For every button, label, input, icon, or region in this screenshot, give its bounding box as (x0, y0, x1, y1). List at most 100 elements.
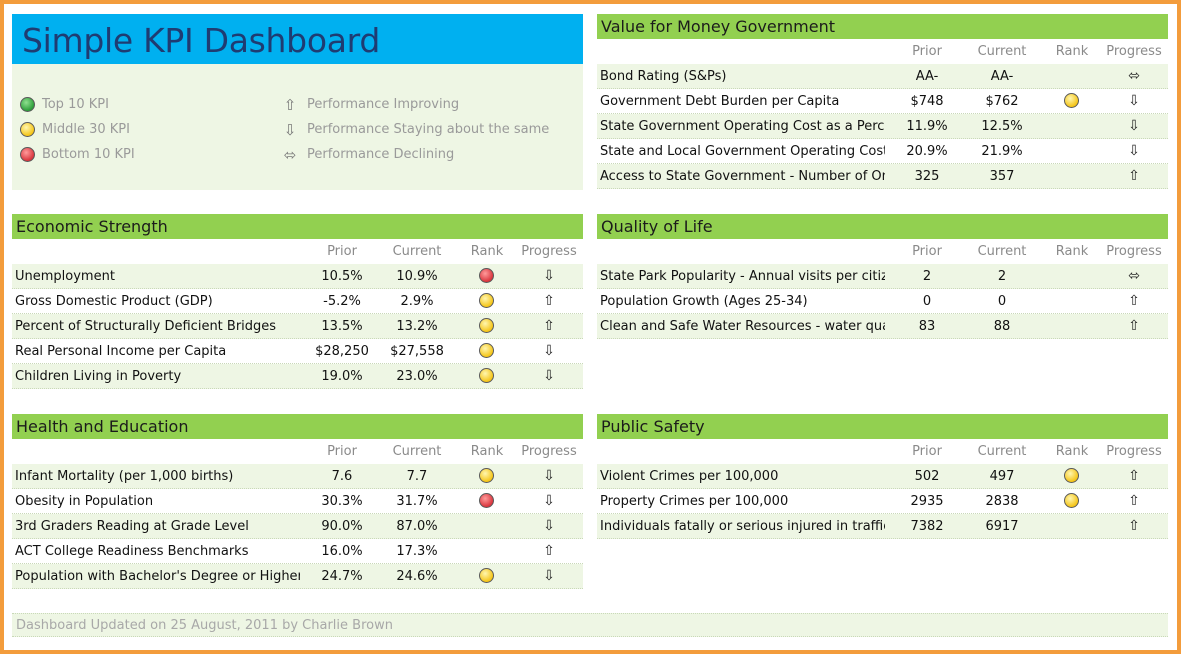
col-rank-header: Rank (1055, 244, 1089, 259)
kpi-rank (452, 343, 522, 359)
legend-same-label: Performance Staying about the same (307, 122, 550, 137)
progress-arrow-icon: ⇧ (1128, 468, 1140, 484)
kpi-current: 497 (989, 469, 1015, 484)
kpi-prior: 2 (922, 269, 932, 284)
kpi-row: Obesity in Population 30.3% 31.7% ⇩ (12, 489, 583, 514)
kpi-rank (1037, 268, 1107, 284)
kpi-current: 2838 (985, 494, 1019, 509)
kpi-prior: 325 (914, 169, 940, 184)
kpi-row: Unemployment 10.5% 10.9% ⇩ (12, 264, 583, 289)
kpi-name: Gross Domestic Product (GDP) (15, 294, 213, 309)
progress-arrow-icon: ⇩ (543, 568, 555, 584)
kpi-prior: 7.6 (331, 469, 353, 484)
kpi-current: AA- (990, 69, 1014, 84)
kpi-prior: 13.5% (321, 319, 363, 334)
kpi-name: Percent of Structurally Deficient Bridge… (15, 319, 277, 334)
kpi-row: State Park Popularity - Annual visits pe… (597, 264, 1168, 289)
kpi-current: 7.7 (406, 469, 428, 484)
kpi-row: Access to State Government - Number of O… (597, 164, 1168, 189)
kpi-rank (1037, 468, 1107, 484)
kpi-rank (452, 268, 522, 284)
panel-title: Public Safety (597, 414, 1168, 439)
kpi-prior: -5.2% (323, 294, 361, 309)
progress-arrow-icon: ⇩ (543, 368, 555, 384)
kpi-prior: 0 (922, 294, 932, 309)
col-prior-header: Prior (327, 244, 357, 259)
progress-arrow-icon: ⬄ (1128, 268, 1140, 284)
legend-top-label: Top 10 KPI (42, 97, 109, 112)
progress-arrow-icon: ⇧ (1128, 168, 1140, 184)
kpi-current: 357 (989, 169, 1015, 184)
panel-title: Quality of Life (597, 214, 1168, 239)
kpi-current: 24.6% (396, 569, 438, 584)
col-current-header: Current (977, 244, 1027, 259)
legend-bottom-label: Bottom 10 KPI (42, 147, 135, 162)
arrow-up-icon: ⇧ (283, 96, 297, 114)
kpi-row: Population with Bachelor's Degree or Hig… (12, 564, 583, 589)
kpi-rank (452, 543, 522, 559)
kpi-name: Real Personal Income per Capita (15, 344, 227, 359)
kpi-prior: $28,250 (315, 344, 369, 359)
kpi-name: State Park Popularity - Annual visits pe… (600, 269, 885, 284)
panel-public-safety: Public Safety Prior Current Rank Progress Vio… (597, 414, 1168, 539)
col-current-header: Current (977, 444, 1027, 459)
column-headers: Prior Current Rank Progress (597, 439, 1168, 464)
panel-title: Economic Strength (12, 214, 583, 239)
kpi-prior: 20.9% (906, 144, 948, 159)
kpi-current: $762 (985, 94, 1019, 109)
arrow-down-icon: ⇩ (283, 121, 297, 139)
kpi-row: Property Crimes per 100,000 2935 2838 ⇧ (597, 489, 1168, 514)
kpi-row: Percent of Structurally Deficient Bridge… (12, 314, 583, 339)
kpi-current: 2 (997, 269, 1007, 284)
kpi-row: Bond Rating (S&Ps) AA- AA- ⬄ (597, 64, 1168, 89)
kpi-row: Population Growth (Ages 25-34) 0 0 ⇧ (597, 289, 1168, 314)
rank-yellow-dot-icon (479, 318, 494, 333)
kpi-name: Obesity in Population (15, 494, 154, 509)
kpi-rank (452, 368, 522, 384)
kpi-rank (452, 493, 522, 509)
progress-arrow-icon: ⇧ (1128, 493, 1140, 509)
col-prior-header: Prior (327, 444, 357, 459)
kpi-rank (1037, 93, 1107, 109)
progress-arrow-icon: ⇧ (1128, 318, 1140, 334)
kpi-row: Individuals fatally or serious injured i… (597, 514, 1168, 539)
kpi-prior: 502 (914, 469, 940, 484)
green-dot-icon (20, 97, 35, 112)
kpi-prior: 30.3% (321, 494, 363, 509)
kpi-current: 23.0% (396, 369, 438, 384)
kpi-row: Clean and Safe Water Resources - water q… (597, 314, 1168, 339)
footer-updated-text: Dashboard Updated on 25 August, 2011 by … (16, 618, 393, 633)
legend-improving-label: Performance Improving (307, 97, 460, 112)
kpi-name: Children Living in Poverty (15, 369, 182, 384)
progress-arrow-icon: ⇩ (1128, 143, 1140, 159)
kpi-rank (452, 293, 522, 309)
red-dot-icon (20, 147, 35, 162)
kpi-current: 12.5% (981, 119, 1023, 134)
kpi-row: ACT College Readiness Benchmarks 16.0% 17.… (12, 539, 583, 564)
progress-arrow-icon: ⇩ (543, 343, 555, 359)
kpi-rank (1037, 493, 1107, 509)
panel-health-education: Health and Education Prior Current Rank Prog… (12, 414, 583, 589)
kpi-row: State Government Operating Cost as a Per… (597, 114, 1168, 139)
kpi-row: Real Personal Income per Capita $28,250 $2… (12, 339, 583, 364)
kpi-prior: 16.0% (321, 544, 363, 559)
kpi-name: 3rd Graders Reading at Grade Level (15, 519, 249, 534)
kpi-name: Population Growth (Ages 25-34) (600, 294, 808, 309)
rank-yellow-dot-icon (479, 568, 494, 583)
rank-yellow-dot-icon (1064, 493, 1079, 508)
column-headers: Prior Current Rank Progress (12, 239, 583, 264)
col-rank-header: Rank (1055, 444, 1089, 459)
kpi-name: Violent Crimes per 100,000 (600, 469, 779, 484)
kpi-rank (1037, 518, 1107, 534)
column-headers: Prior Current Rank Progress (12, 439, 583, 464)
kpi-prior: 90.0% (321, 519, 363, 534)
kpi-prior: $748 (910, 94, 944, 109)
kpi-name: Property Crimes per 100,000 (600, 494, 789, 509)
kpi-current: 88 (993, 319, 1011, 334)
progress-arrow-icon: ⇧ (543, 318, 555, 334)
kpi-rank (452, 318, 522, 334)
kpi-name: State Government Operating Cost as a Per… (600, 119, 885, 134)
kpi-rank (1037, 118, 1107, 134)
footer-bar: Dashboard Updated on 25 August, 2011 by … (12, 613, 1168, 637)
kpi-rank (452, 568, 522, 584)
